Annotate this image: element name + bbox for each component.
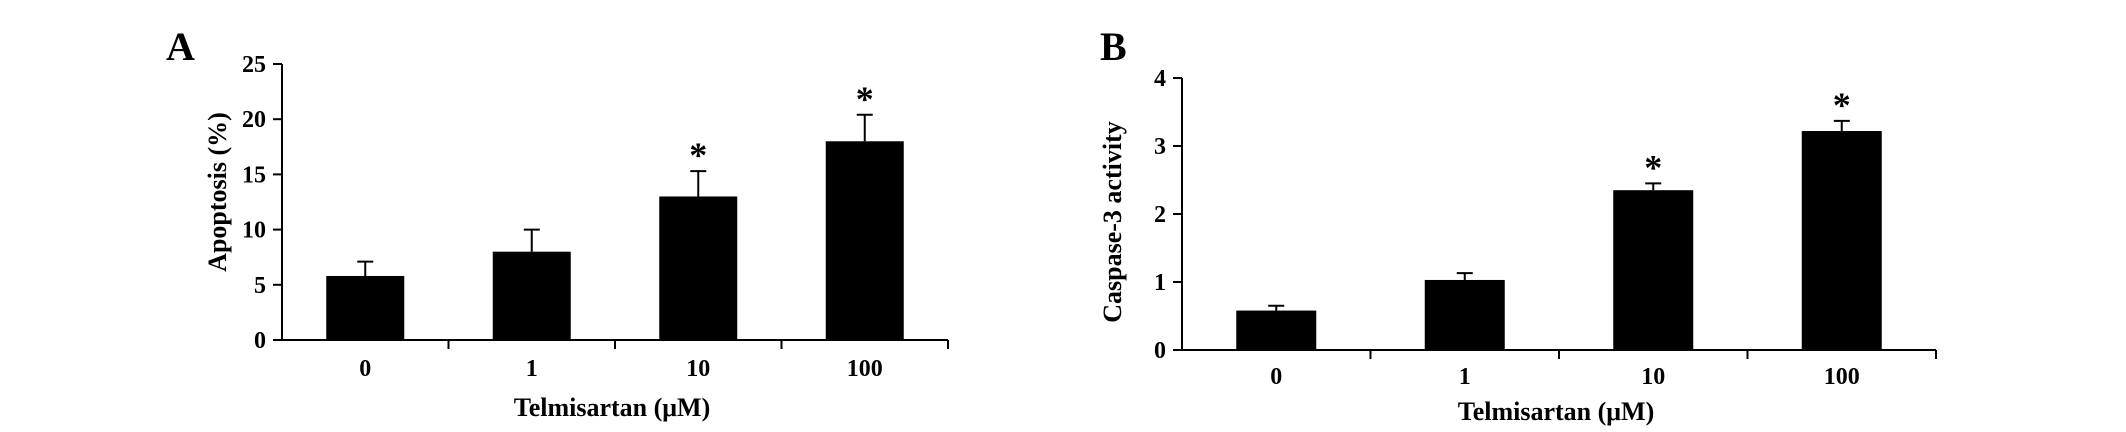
panel-b-y-tick-label: 1 <box>1154 270 1166 296</box>
panel-b-significance-marker: * <box>1833 85 1851 125</box>
panel-b-y-tick-label: 4 <box>1154 66 1166 92</box>
panel-b-y-axis-title: Caspase-3 activity <box>1098 121 1127 322</box>
panel-a-significance-marker: * <box>856 79 874 119</box>
panel-b-y-tick-label: 0 <box>1154 338 1166 364</box>
panel-b-y-tick-label: 3 <box>1154 134 1166 160</box>
panel-a-error-bar <box>523 228 540 252</box>
panel-a: A Apoptosis (%) Telmisartan (μM) 0510152… <box>166 24 949 422</box>
panel-a-y-tick-label: 0 <box>254 328 266 354</box>
panel-a-x-axis-title: Telmisartan (μM) <box>514 393 710 422</box>
panel-a-category-label: 1 <box>526 356 538 382</box>
panel-a-category-label: 10 <box>686 356 710 382</box>
panel-a-y-tick-label: 5 <box>254 273 266 299</box>
panel-a-y-tick-label: 25 <box>242 52 266 78</box>
panel-a-category-label: 0 <box>359 356 371 382</box>
panel-a-error-bar <box>357 260 374 276</box>
panel-a-y-axis-title: Apoptosis (%) <box>203 112 232 272</box>
panel-a-y-tick-label: 10 <box>242 218 266 244</box>
panel-b-significance-marker: * <box>1644 147 1662 187</box>
panel-b-error-bar <box>1268 304 1285 311</box>
panel-a-bar <box>326 275 405 340</box>
panel-b-bar <box>1801 131 1882 350</box>
panel-b-category-label: 1 <box>1459 364 1471 390</box>
panel-a-significance-marker: * <box>689 135 707 175</box>
panel-a-bar <box>659 196 738 340</box>
panel-a-letter: A <box>166 24 195 69</box>
panel-b-error-bar <box>1456 272 1473 280</box>
panel-a-y-tick-label: 15 <box>242 162 266 188</box>
panel-b-x-axis-title: Telmisartan (μM) <box>1458 397 1654 426</box>
panel-b-bar <box>1424 279 1505 350</box>
panel-b-letter: B <box>1100 24 1127 69</box>
panel-b-bar <box>1613 190 1694 350</box>
panel-b-error-bar <box>1645 182 1662 191</box>
panel-a-bar <box>825 141 904 340</box>
panel-b: B Caspase-3 activity Telmisartan (μM) 0 1… <box>1098 24 1937 426</box>
panel-a-category-label: 100 <box>847 356 883 382</box>
panel-a-error-bar <box>856 113 873 142</box>
panel-b-category-label: 0 <box>1270 364 1282 390</box>
panel-a-bar <box>492 251 571 340</box>
panel-b-error-bar <box>1833 119 1850 132</box>
panel-a-error-bar <box>690 170 707 197</box>
panel-b-y-tick-label: 2 <box>1154 202 1166 228</box>
panel-b-category-label: 10 <box>1641 364 1665 390</box>
panel-b-category-label: 100 <box>1824 364 1860 390</box>
panel-a-y-tick-label: 20 <box>242 107 266 133</box>
panel-b-bar <box>1236 310 1317 350</box>
